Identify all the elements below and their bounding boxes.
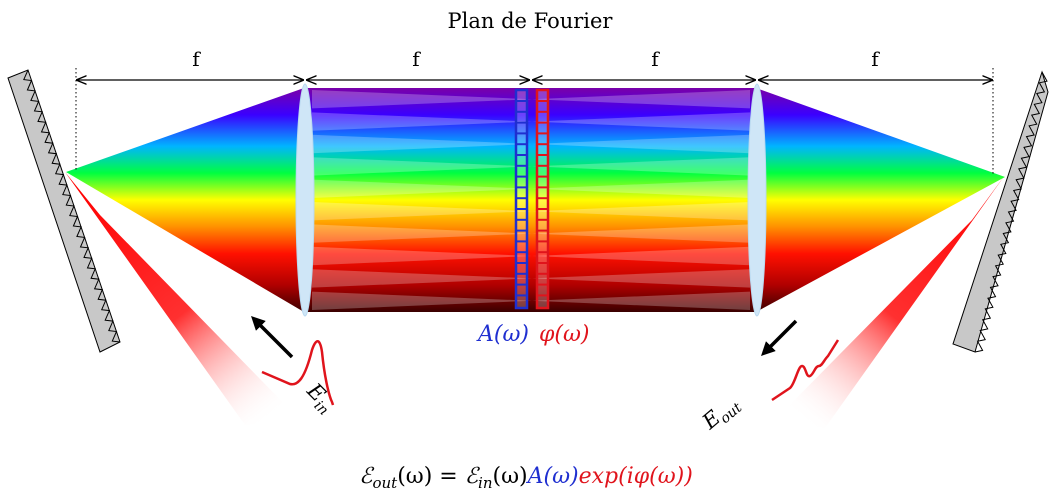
distance-label-2: f [412, 47, 421, 71]
output-direction-arrow [761, 319, 798, 356]
output-pulse [771, 339, 840, 402]
amplitude-mask [514, 88, 529, 310]
lens-right [747, 83, 767, 317]
amplitude-label: A(ω) [476, 322, 529, 347]
phase-label: φ(ω) [539, 322, 590, 347]
transfer-equation: ℰout(ω) = ℰin(ω)A(ω)exp(iφ(ω)) [359, 464, 693, 492]
spectrum-center [304, 88, 756, 312]
input-beam [65, 172, 300, 425]
input-grating [7, 69, 121, 353]
fourier-plane-title: Plan de Fourier [448, 9, 614, 33]
phase-mask [535, 88, 550, 310]
input-pulse-label: Ein [299, 378, 340, 419]
distance-label-4: f [871, 47, 880, 71]
focusing-wedges [312, 90, 750, 310]
output-pulse-label: Eout [697, 391, 745, 438]
input-pulse [261, 340, 335, 406]
spectrum-fan-left [66, 88, 304, 312]
spectrum-fan-right [756, 88, 1005, 312]
input-direction-arrow [251, 316, 294, 359]
distance-label-1: f [192, 47, 201, 71]
distance-label-3: f [651, 47, 660, 71]
output-grating [952, 70, 1049, 353]
output-beam [770, 175, 1005, 428]
lens-left [295, 83, 315, 317]
